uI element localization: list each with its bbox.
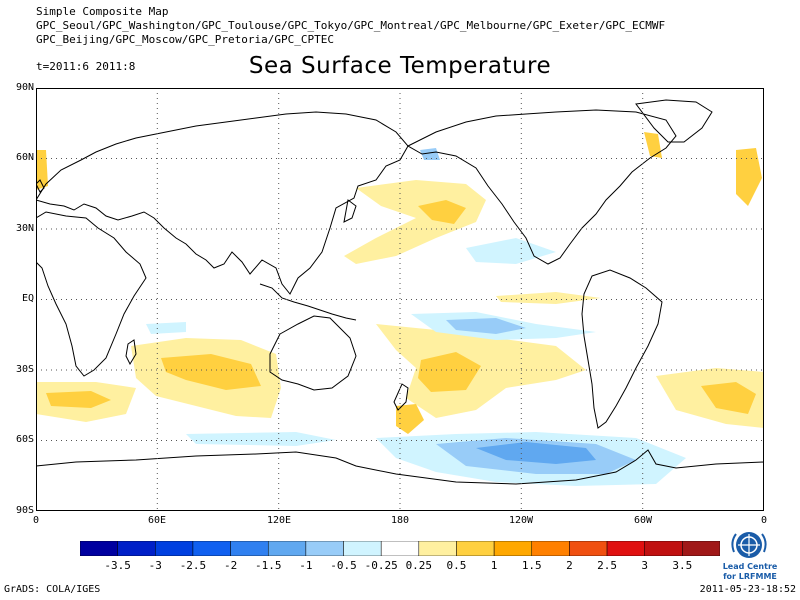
colorbar-bin-6 <box>305 541 344 556</box>
laurel-right-icon <box>761 533 767 553</box>
footer-software-credit: GrADS: COLA/IGES <box>4 584 101 595</box>
warm-anomaly-east-pacific-eq <box>496 292 601 304</box>
coastline-madagascar <box>125 339 137 366</box>
lon-label-180: 180 <box>390 515 410 526</box>
laurel-left-icon <box>731 533 737 553</box>
coastline-new-zealand <box>393 383 409 411</box>
colorbar-tick-label: 0.25 <box>405 559 433 572</box>
colorbar-tick-label: -1.5 <box>254 559 282 572</box>
colorbar-bin-16 <box>682 541 720 556</box>
colorbar-bin-9 <box>418 541 457 556</box>
model-list-line-2: GPC_Beijing/GPC_Moscow/GPC_Pretoria/GPC_… <box>36 33 335 46</box>
lat-label-90n: 90N <box>15 82 34 93</box>
warm-anomaly-south-pacific-core <box>418 352 481 392</box>
colorbar-bin-1 <box>117 541 156 556</box>
logo-caption-line-1: Lead Centre <box>722 562 778 571</box>
cool-anomaly-arctic <box>420 148 440 160</box>
colorbar-bin-0 <box>80 541 118 556</box>
coastlines <box>36 99 764 485</box>
cool-anomaly-southern-indian <box>186 432 336 446</box>
colorbar-bin-3 <box>192 541 231 556</box>
colorbar-tick-label: -0.5 <box>330 559 357 572</box>
colorbar-tick-label: 2 <box>566 559 573 572</box>
colorbar-bin-13 <box>569 541 608 556</box>
coastline-south-america <box>581 269 663 429</box>
colorbar-bin-2 <box>155 541 194 556</box>
colorbar-bin-5 <box>267 541 307 556</box>
cool-anomaly-regions <box>146 148 686 486</box>
coastline-maritime-continent <box>259 283 357 321</box>
lon-label-60e: 60E <box>147 515 167 526</box>
warm-anomaly-indian-ocean-core <box>161 354 261 390</box>
colorbar-bin-4 <box>230 541 269 556</box>
warm-anomaly-hudson <box>644 132 662 158</box>
colorbar-tick-label: -3.5 <box>104 559 131 572</box>
colorbar-tick-label: -1 <box>299 559 313 572</box>
lat-label-60s: 60S <box>15 434 34 445</box>
time-range: t=2011:6 2011:8 <box>36 60 136 73</box>
coastline-north-america <box>406 109 677 265</box>
colorbar-bin-14 <box>606 541 645 556</box>
colorbar-tick-label: 2.5 <box>597 559 617 572</box>
colorbar-bin-11 <box>493 541 533 556</box>
lat-label-60n: 60N <box>15 152 34 163</box>
warm-anomaly-north-pacific-core <box>418 200 466 224</box>
map-subtitle: Simple Composite Map <box>36 5 169 18</box>
footer-timestamp: 2011-05-23-18:52 <box>699 584 796 595</box>
colorbar-tick-label: -0.25 <box>364 559 398 572</box>
colorbar-bin-15 <box>644 541 683 556</box>
colorbar-bin-12 <box>531 541 570 556</box>
colorbar-tick-label: 0.5 <box>446 559 467 572</box>
lat-label-90s: 90S <box>15 505 34 516</box>
graticule <box>36 88 764 511</box>
coastline-greenland <box>635 99 713 143</box>
coastline-africa <box>36 211 147 377</box>
colorbar-bin-8 <box>380 541 420 556</box>
lon-label-0: 0 <box>32 515 40 526</box>
warm-anomaly-north-pacific <box>344 180 486 264</box>
wmo-logo <box>731 532 767 558</box>
warm-anomaly-south-atlantic-west-core <box>46 391 111 408</box>
lat-label-30n: 30N <box>15 223 34 234</box>
colorbar-tick-label: -2.5 <box>179 559 207 572</box>
lon-label-0-east: 0 <box>760 515 768 526</box>
cool-anomaly-east-pacific-core <box>446 318 526 334</box>
coastline-uk <box>36 179 45 193</box>
lon-label-120w: 120W <box>508 515 534 526</box>
colorbar <box>80 541 720 556</box>
coastline-eurasia <box>36 111 409 295</box>
colorbar-tick-label: -2 <box>223 559 238 572</box>
warm-anomaly-regions <box>36 132 764 434</box>
cool-anomaly-subtropical-north-pacific <box>466 238 556 264</box>
map-frame <box>36 88 764 511</box>
warm-anomaly-south-atlantic-east-core <box>701 382 756 414</box>
colorbar-tick-label: 3 <box>641 559 649 572</box>
colorbar-tick-label: 1 <box>490 559 498 572</box>
colorbar-bin-7 <box>343 541 382 556</box>
lon-label-60w: 60W <box>633 515 653 526</box>
map-title: Sea Surface Temperature <box>248 53 552 79</box>
logo-caption-line-2: for LRFMME <box>723 572 777 581</box>
warm-anomaly-arctic-west <box>36 150 48 190</box>
coastline-australia <box>269 315 357 391</box>
cool-anomaly-indian <box>146 322 186 334</box>
coastline-antarctica <box>36 449 764 485</box>
warm-anomaly-north-atlantic <box>736 148 762 206</box>
colorbar-bin-10 <box>456 541 495 556</box>
coastline-japan <box>343 199 357 223</box>
lon-label-120e: 120E <box>266 515 292 526</box>
cool-anomaly-southern-ocean-pacific-core <box>476 442 596 464</box>
warm-anomaly-nz <box>396 404 424 434</box>
lat-label-30s: 30S <box>15 364 34 375</box>
colorbar-tick-label: 1.5 <box>521 559 542 572</box>
model-list-line-1: GPC_Seoul/GPC_Washington/GPC_Toulouse/GP… <box>36 19 666 32</box>
colorbar-tick-label: 3.5 <box>672 559 693 572</box>
colorbar-tick-label: -3 <box>148 559 162 572</box>
warm-anomaly-south-pacific <box>376 324 586 418</box>
sst-anomaly-map <box>36 88 764 511</box>
lat-label-eq: EQ <box>21 293 34 304</box>
logo-caption: Lead Centre for LRFMME <box>712 562 788 582</box>
